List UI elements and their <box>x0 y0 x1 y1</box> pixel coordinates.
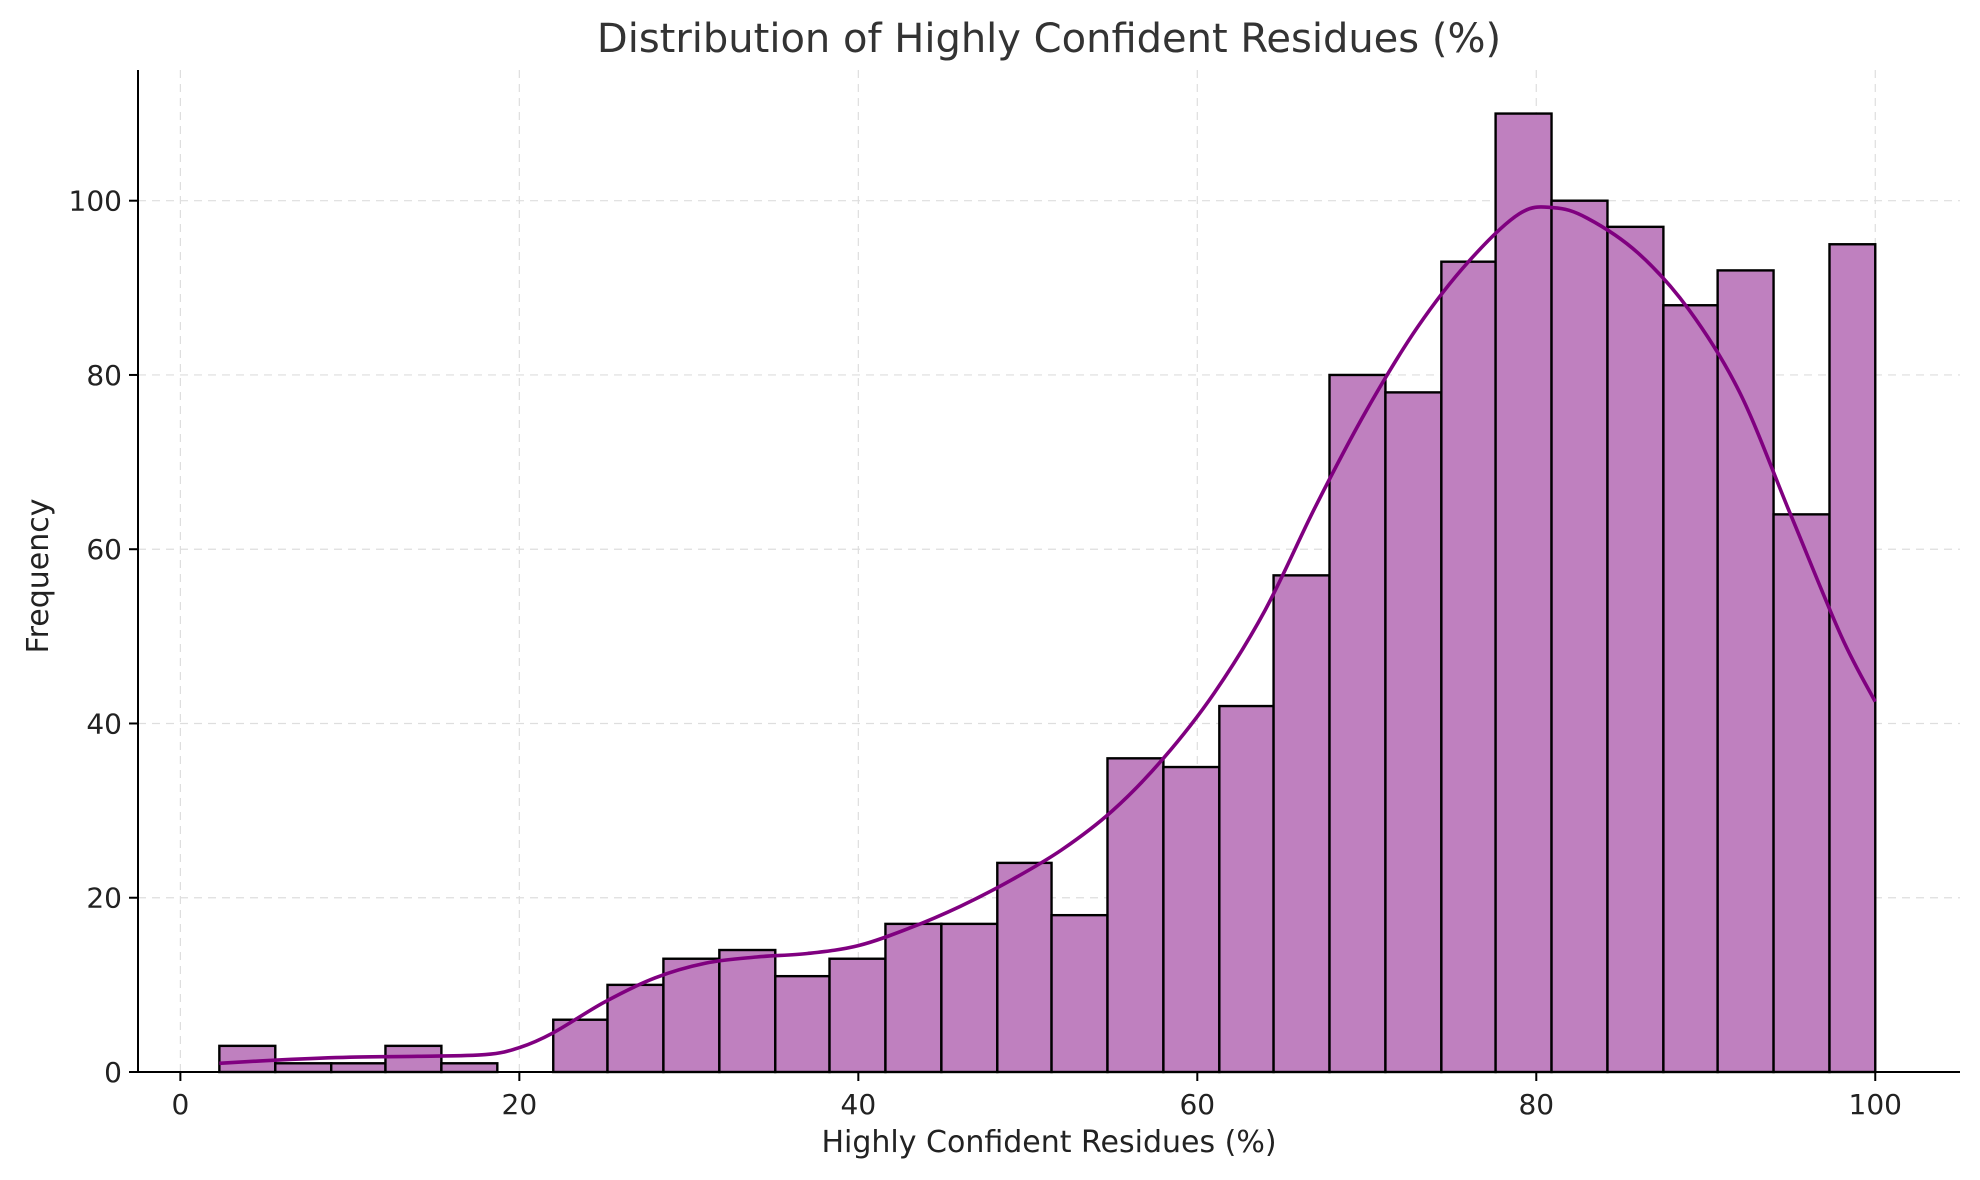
histogram-bar-2 <box>330 1062 387 1074</box>
histogram-bar-9 <box>718 948 777 1074</box>
x-axis-label: Highly Confident Residues (%) <box>821 1125 1276 1160</box>
kde-curve <box>219 205 1877 1066</box>
histogram-bars <box>218 112 1877 1074</box>
x-ticks: 0 20 40 60 80 100 <box>171 1072 1902 1121</box>
y-tick-label-0: 0 <box>104 1056 122 1089</box>
histogram-bar-4 <box>440 1062 499 1074</box>
x-tick-label-0: 0 <box>171 1088 189 1121</box>
histogram-bar-11 <box>828 957 887 1074</box>
x-tick-label-5: 100 <box>1849 1088 1902 1121</box>
histogram-bar-22 <box>1440 260 1497 1074</box>
y-axis-label: Frequency <box>21 499 56 654</box>
y-ticks: 0 20 40 60 80 100 <box>69 185 138 1089</box>
y-tick-label-3: 60 <box>86 533 122 566</box>
histogram-bar-17 <box>1162 765 1221 1074</box>
histogram-bar-15 <box>1050 913 1109 1074</box>
histogram-bar-10 <box>774 974 831 1074</box>
histogram-bar-26 <box>1662 304 1719 1074</box>
y-tick-label-4: 80 <box>86 359 122 392</box>
y-tick-label-1: 20 <box>86 882 122 915</box>
histogram-bar-14 <box>996 861 1053 1074</box>
x-tick-label-2: 40 <box>841 1088 877 1121</box>
axes <box>137 70 1960 1073</box>
histogram-bar-20 <box>1328 373 1387 1074</box>
x-tick-label-3: 60 <box>1179 1088 1215 1121</box>
histogram-bar-23 <box>1494 112 1553 1074</box>
histogram-bar-25 <box>1606 225 1665 1074</box>
histogram-bar-13 <box>940 922 999 1074</box>
histogram-bar-21 <box>1384 391 1443 1074</box>
histogram-bar-3 <box>384 1044 443 1074</box>
y-tick-label-2: 40 <box>86 707 122 740</box>
histogram-bar-28 <box>1772 513 1831 1074</box>
histogram-bar-8 <box>662 957 721 1074</box>
histogram-bar-1 <box>274 1062 333 1074</box>
x-tick-label-1: 20 <box>502 1088 538 1121</box>
histogram-bar-24 <box>1550 199 1609 1074</box>
histogram-bar-19 <box>1272 574 1331 1074</box>
x-tick-label-4: 80 <box>1518 1088 1554 1121</box>
histogram-bar-18 <box>1218 704 1275 1074</box>
histogram-bar-12 <box>884 922 943 1074</box>
chart-title: Distribution of Highly Confident Residue… <box>597 16 1501 62</box>
histogram-bar-16 <box>1106 757 1165 1074</box>
histogram-bar-7 <box>606 983 665 1074</box>
histogram-bar-27 <box>1716 269 1775 1074</box>
y-tick-label-5: 100 <box>69 185 122 218</box>
